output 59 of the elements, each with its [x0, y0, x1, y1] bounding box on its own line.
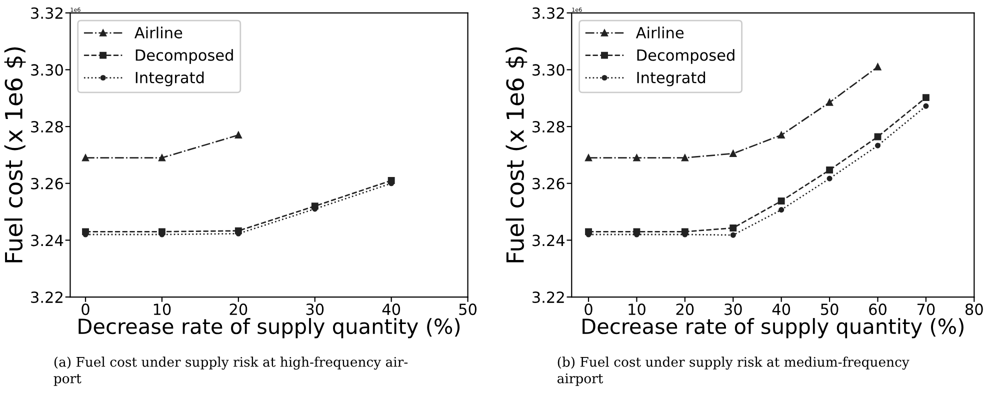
- x-tick-label: 20: [676, 304, 694, 316]
- x-tick-label: 70: [917, 304, 935, 316]
- y-tick-label: 3.32: [532, 7, 564, 19]
- y-tick-label: 3.32: [31, 7, 62, 19]
- point: [778, 132, 785, 139]
- legend-label: Airline: [636, 26, 684, 38]
- y-tick-label: 3.22: [31, 291, 62, 304]
- legend-label: Decomposed: [637, 49, 734, 64]
- point: [158, 154, 166, 162]
- x-tick-label: 0: [584, 304, 592, 316]
- x-tick-label: 30: [306, 304, 324, 316]
- point: [633, 154, 640, 162]
- text: (b) Fuel cost under supply risk at medium-frequency airport: [557, 356, 910, 386]
- point: [778, 198, 785, 204]
- point: [826, 176, 832, 182]
- y-tick-label: 3.30: [31, 64, 63, 76]
- point: [826, 166, 834, 174]
- point: [730, 232, 736, 238]
- point: [874, 63, 882, 70]
- point: [82, 154, 89, 162]
- point: [681, 154, 688, 162]
- point: [826, 98, 834, 106]
- x-tick-label: 10: [628, 304, 646, 316]
- legend-label: Integratd: [637, 71, 706, 86]
- point: [922, 94, 930, 102]
- point: [730, 150, 737, 158]
- legend-label: Integratd: [136, 71, 204, 86]
- x-axis-title: Decrease rate of supply quantity (%): [78, 318, 460, 338]
- x-tick-label: 0: [82, 304, 90, 316]
- y-tick-label: 3.30: [532, 64, 564, 76]
- y-tick-label: 3.28: [532, 121, 564, 133]
- legend-label: Decomposed: [136, 49, 233, 64]
- x-tick-label: 50: [821, 304, 838, 316]
- x-tick-label: 20: [230, 304, 248, 316]
- x-tick-label: 30: [724, 304, 742, 316]
- y-axis-title: Fuel cost (x 1e6 $): [4, 47, 26, 262]
- point: [874, 133, 882, 140]
- y-tick-label: 3.26: [532, 178, 564, 190]
- x-tick-label: 80: [965, 304, 983, 316]
- text: (a) Fuel cost under supply risk at high-frequency air- port: [54, 356, 408, 386]
- x-tick-label: 60: [869, 304, 886, 316]
- point: [874, 142, 881, 148]
- y-tick-label: 3.28: [31, 121, 63, 133]
- y-tick-label: 3.26: [31, 178, 64, 190]
- x-tick-label: 40: [382, 304, 400, 316]
- y-tick-label: 3.24: [31, 234, 64, 246]
- y-axis-title: Fuel cost (x 1e6 $): [506, 47, 528, 262]
- point: [923, 103, 929, 109]
- y-tick-label: 3.24: [532, 234, 565, 246]
- point: [585, 154, 592, 162]
- point: [234, 132, 242, 139]
- x-tick-label: 40: [772, 304, 790, 316]
- point: [730, 224, 737, 232]
- legend-label: Airline: [134, 26, 182, 38]
- x-tick-label: 50: [459, 304, 477, 316]
- x-axis-title: Decrease rate of supply quantity (%): [582, 318, 964, 338]
- x-tick-label: 10: [154, 304, 171, 316]
- y-tick-label: 3.22: [532, 291, 564, 304]
- point: [778, 207, 784, 213]
